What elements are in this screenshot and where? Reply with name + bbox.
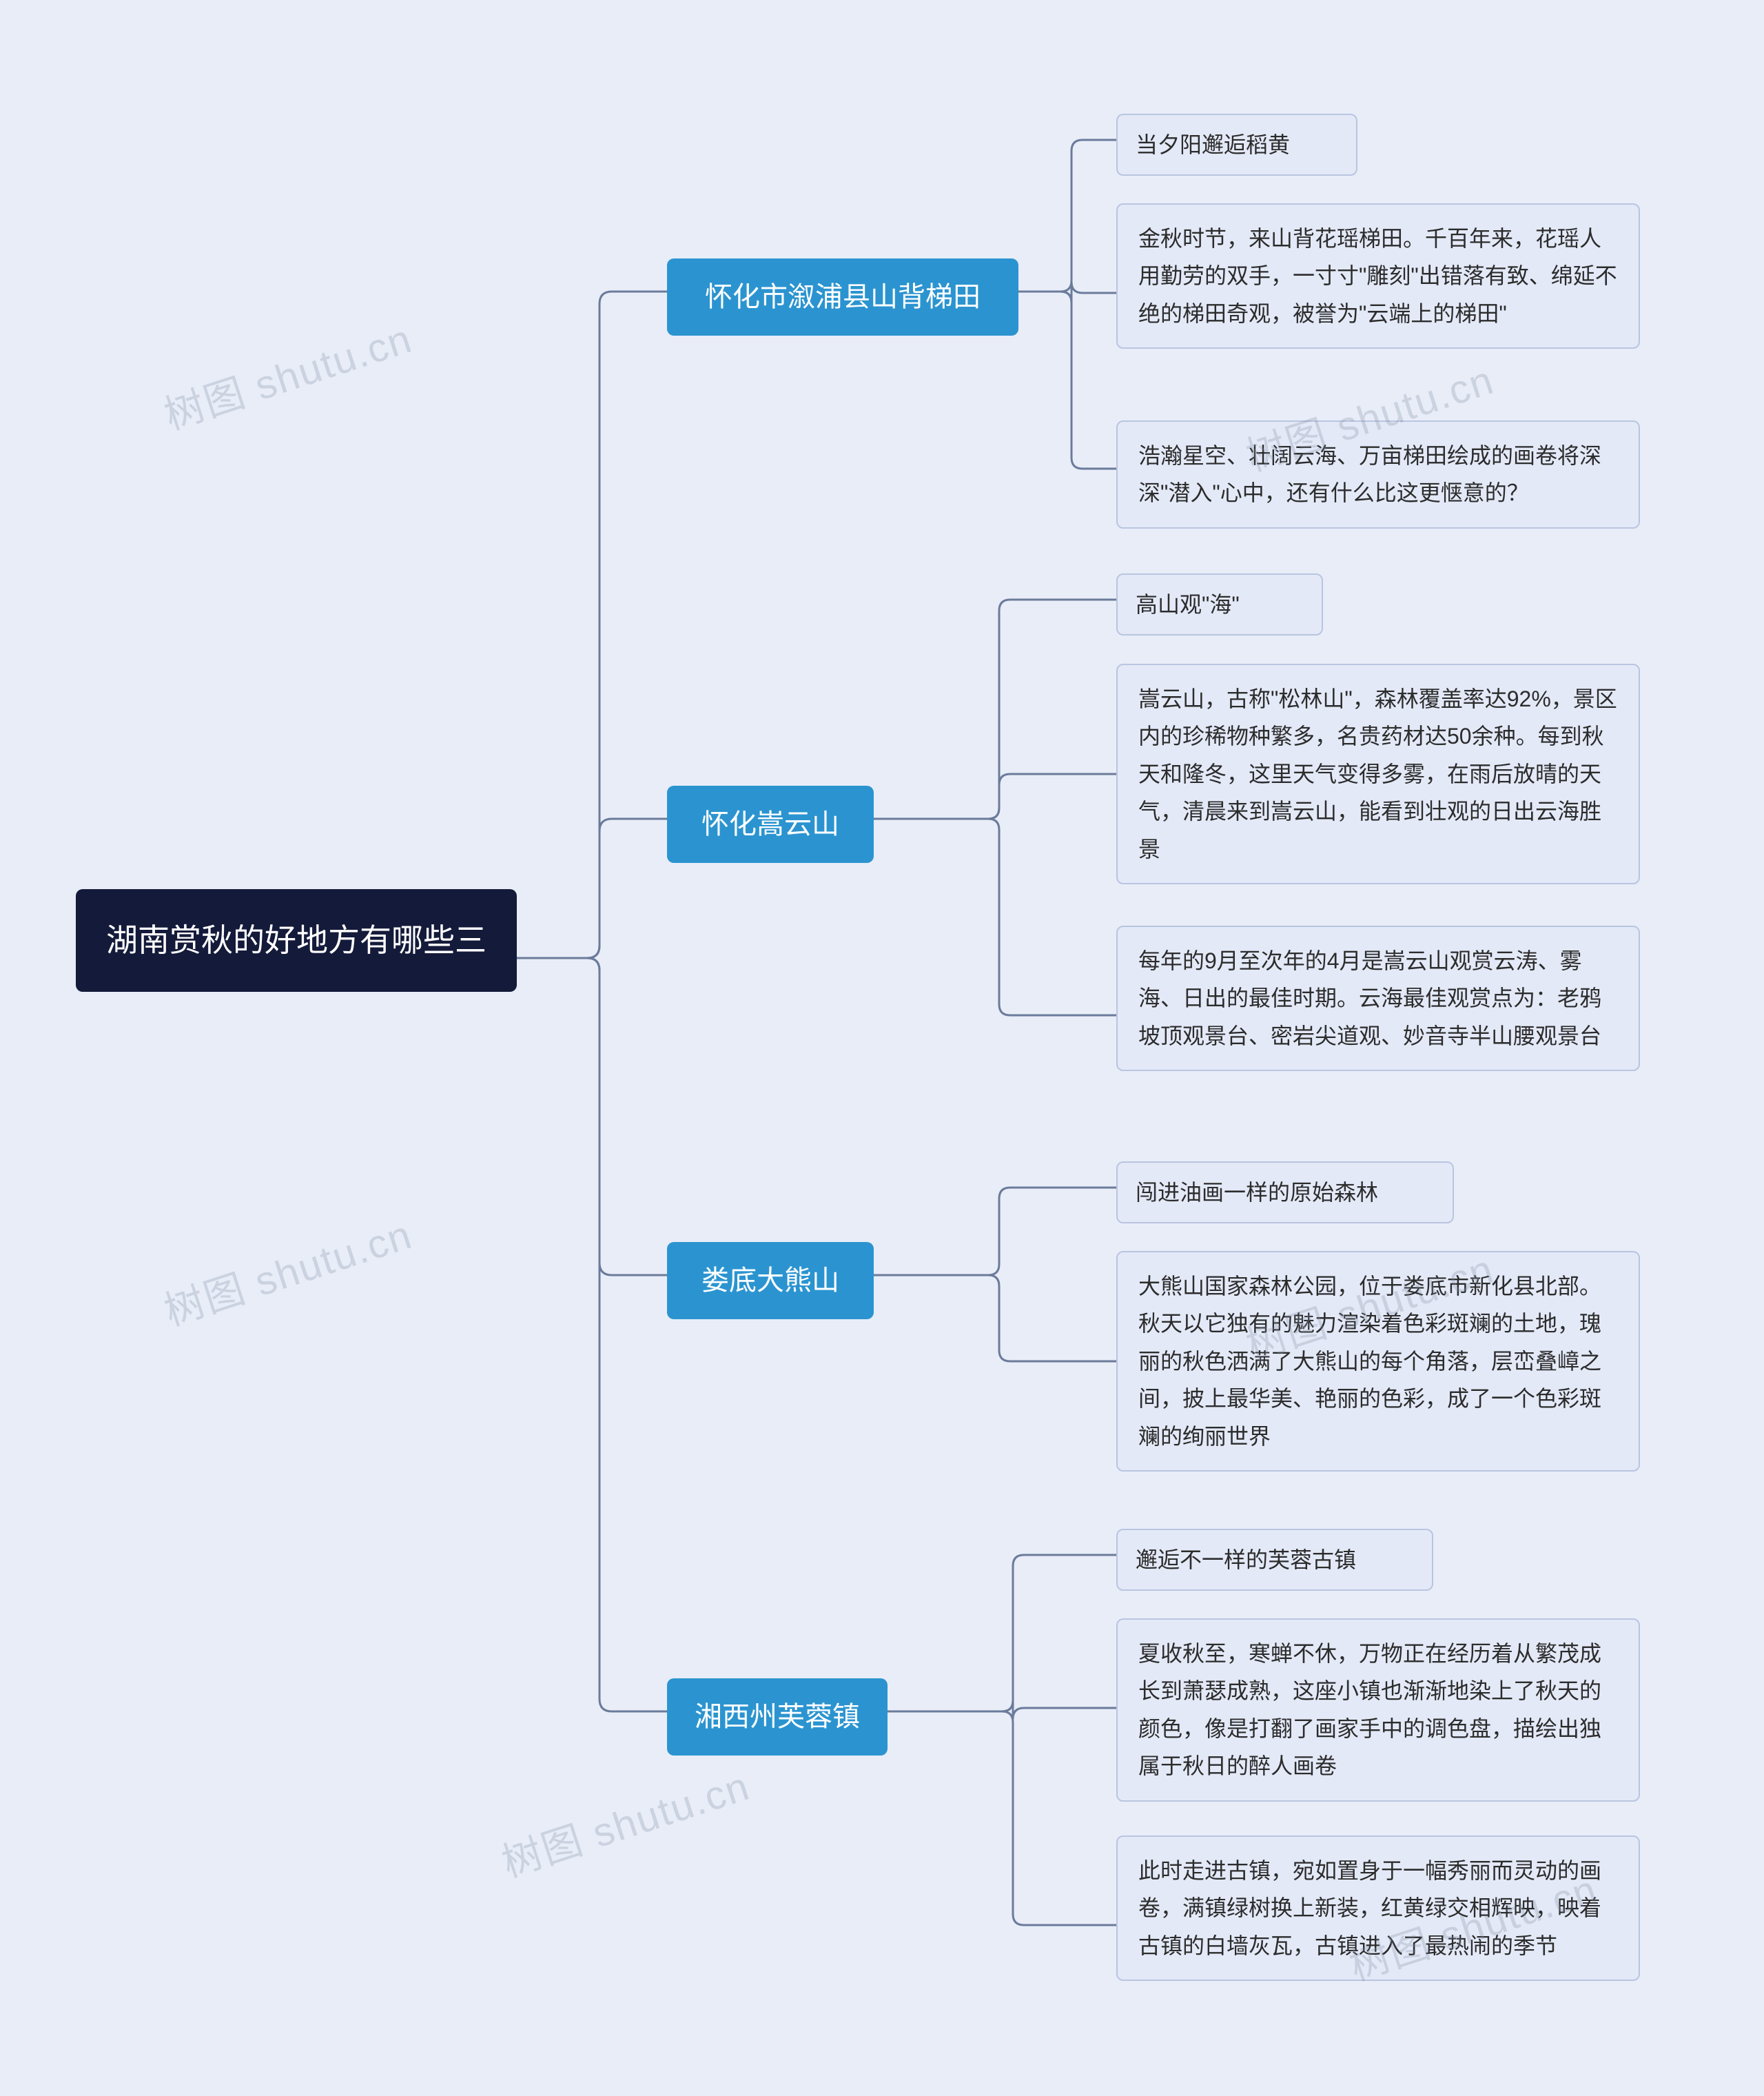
leaf-node-b4-1[interactable]: 邂逅不一样的芙蓉古镇 bbox=[1116, 1529, 1433, 1591]
branch-node-2[interactable]: 怀化嵩云山 bbox=[667, 786, 874, 863]
leaf-node-b1-3[interactable]: 浩瀚星空、壮阔云海、万亩梯田绘成的画卷将深深"潜入"心中，还有什么比这更惬意的？ bbox=[1116, 420, 1640, 529]
leaf-text: 每年的9月至次年的4月是嵩云山观赏云涛、雾海、日出的最佳时期。云海最佳观赏点为：… bbox=[1138, 942, 1618, 1055]
watermark: 树图 shutu.cn bbox=[156, 306, 418, 440]
mindmap-canvas: 湖南赏秋的好地方有哪些三 怀化市溆浦县山背梯田 当夕阳邂逅稻黄 金秋时节，来山背… bbox=[0, 0, 1764, 2096]
leaf-text: 大熊山国家森林公园，位于娄底市新化县北部。秋天以它独有的魅力渲染着色彩斑斓的土地… bbox=[1138, 1268, 1618, 1455]
leaf-node-b3-2[interactable]: 大熊山国家森林公园，位于娄底市新化县北部。秋天以它独有的魅力渲染着色彩斑斓的土地… bbox=[1116, 1251, 1640, 1472]
leaf-text: 高山观"海" bbox=[1136, 586, 1240, 623]
watermark: 树图 shutu.cn bbox=[156, 1202, 418, 1336]
leaf-node-b1-2[interactable]: 金秋时节，来山背花瑶梯田。千百年来，花瑶人用勤劳的双手，一寸寸"雕刻"出错落有致… bbox=[1116, 203, 1640, 349]
branch-node-4[interactable]: 湘西州芙蓉镇 bbox=[667, 1678, 888, 1756]
leaf-node-b2-1[interactable]: 高山观"海" bbox=[1116, 573, 1323, 635]
leaf-text: 金秋时节，来山背花瑶梯田。千百年来，花瑶人用勤劳的双手，一寸寸"雕刻"出错落有致… bbox=[1138, 220, 1618, 332]
leaf-text: 闯进油画一样的原始森林 bbox=[1136, 1174, 1378, 1211]
leaf-node-b2-3[interactable]: 每年的9月至次年的4月是嵩云山观赏云涛、雾海、日出的最佳时期。云海最佳观赏点为：… bbox=[1116, 926, 1640, 1071]
leaf-node-b1-1[interactable]: 当夕阳邂逅稻黄 bbox=[1116, 114, 1357, 176]
branch-label: 怀化市溆浦县山背梯田 bbox=[705, 275, 981, 319]
leaf-node-b4-3[interactable]: 此时走进古镇，宛如置身于一幅秀丽而灵动的画卷，满镇绿树换上新装，红黄绿交相辉映，… bbox=[1116, 1835, 1640, 1981]
leaf-text: 嵩云山，古称"松林山"，森林覆盖率达92%，景区内的珍稀物种繁多，名贵药材达50… bbox=[1138, 680, 1618, 868]
branch-label: 湘西州芙蓉镇 bbox=[695, 1695, 860, 1739]
leaf-node-b4-2[interactable]: 夏收秋至，寒蝉不休，万物正在经历着从繁茂成长到萧瑟成熟，这座小镇也渐渐地染上了秋… bbox=[1116, 1618, 1640, 1802]
leaf-text: 夏收秋至，寒蝉不休，万物正在经历着从繁茂成长到萧瑟成熟，这座小镇也渐渐地染上了秋… bbox=[1138, 1635, 1618, 1785]
leaf-node-b2-2[interactable]: 嵩云山，古称"松林山"，森林覆盖率达92%，景区内的珍稀物种繁多，名贵药材达50… bbox=[1116, 664, 1640, 884]
watermark: 树图 shutu.cn bbox=[493, 1753, 756, 1888]
root-label: 湖南赏秋的好地方有哪些三 bbox=[106, 917, 486, 964]
branch-label: 怀化嵩云山 bbox=[701, 802, 839, 846]
leaf-text: 邂逅不一样的芙蓉古镇 bbox=[1136, 1541, 1356, 1578]
branch-node-1[interactable]: 怀化市溆浦县山背梯田 bbox=[667, 258, 1018, 336]
root-node[interactable]: 湖南赏秋的好地方有哪些三 bbox=[76, 889, 517, 992]
branch-node-3[interactable]: 娄底大熊山 bbox=[667, 1242, 874, 1319]
leaf-node-b3-1[interactable]: 闯进油画一样的原始森林 bbox=[1116, 1161, 1454, 1223]
leaf-text: 当夕阳邂逅稻黄 bbox=[1136, 126, 1290, 163]
leaf-text: 浩瀚星空、壮阔云海、万亩梯田绘成的画卷将深深"潜入"心中，还有什么比这更惬意的？ bbox=[1138, 437, 1618, 512]
branch-label: 娄底大熊山 bbox=[701, 1259, 839, 1303]
leaf-text: 此时走进古镇，宛如置身于一幅秀丽而灵动的画卷，满镇绿树换上新装，红黄绿交相辉映，… bbox=[1138, 1852, 1618, 1964]
